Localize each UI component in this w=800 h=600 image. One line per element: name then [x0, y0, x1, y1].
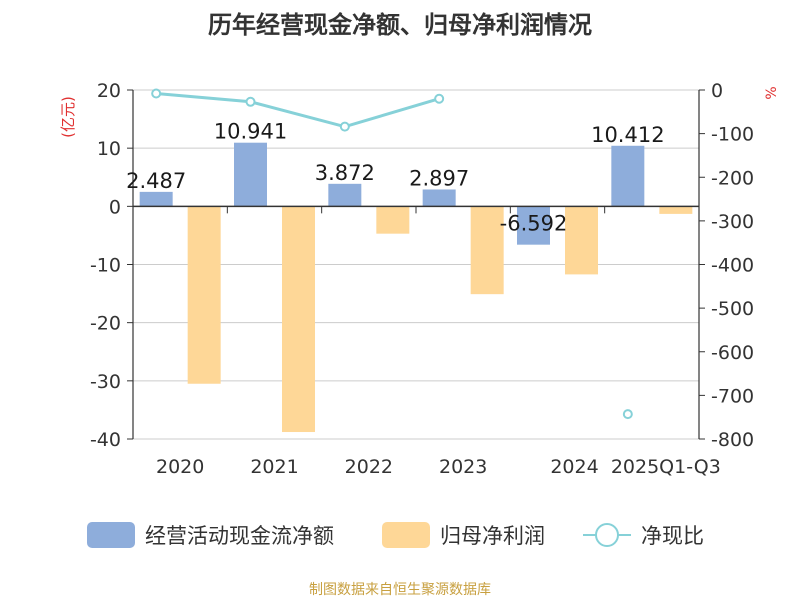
y-right-tick-label: -500: [711, 298, 754, 320]
legend-item-ratio-swatch-marker: [595, 523, 619, 547]
y-left-tick-label: -30: [90, 371, 121, 393]
legend-item-ratio[interactable]: 净现比: [583, 523, 704, 548]
data-label-cashflow: 10.941: [214, 120, 287, 144]
bar-netprofit: [659, 206, 693, 214]
y-right-tick-label: -400: [711, 255, 754, 277]
source-note: 制图数据来自恒生聚源数据库: [309, 582, 491, 598]
y-right-tick-label: -100: [711, 124, 754, 146]
y-left-tick-label: 10: [97, 138, 121, 160]
ratio-point: [339, 121, 350, 132]
bar-netprofit: [470, 206, 504, 295]
data-label-cashflow: 3.872: [315, 161, 375, 185]
x-tick-label: 2025Q1-Q3: [611, 456, 721, 478]
data-label-cashflow: 2.897: [409, 166, 469, 190]
y-right-tick-label: -700: [711, 385, 754, 407]
y-left-tick-label: -40: [90, 429, 121, 451]
grid-layer: [133, 89, 699, 440]
bar-netprofit: [565, 206, 598, 275]
data-label-cashflow: -6.592: [500, 211, 568, 235]
y-right-tick-label: -300: [711, 211, 754, 233]
legend-item-ratio-label: 净现比: [641, 524, 704, 548]
legend: 经营活动现金流净额 归母净利润 净现比: [87, 522, 704, 548]
ratio-point: [434, 93, 445, 104]
y-left-tick-label: -10: [90, 255, 121, 277]
y-right-tick-label: -200: [711, 167, 754, 189]
axes-layer: 20100-10-20-30-400-100-200-300-400-500-6…: [90, 80, 754, 478]
chart-title: 历年经营现金净额、归母净利润情况: [208, 11, 592, 39]
labels-layer: 2.487 10.941 3.872 2.897 -6.592 10.412: [126, 120, 664, 236]
ratio-line: [156, 91, 440, 129]
x-tick-label: 2024: [550, 456, 598, 478]
bar-cashflow: [422, 189, 456, 207]
legend-item-netprofit[interactable]: 归母净利润: [382, 522, 545, 548]
y-right-axis-label: %: [764, 86, 780, 99]
y-right-tick-label: -600: [711, 342, 754, 364]
y-left-axis-label: (亿元): [59, 96, 77, 138]
bars-layer: [139, 142, 693, 433]
bar-cashflow: [611, 145, 645, 207]
bar-netprofit: [376, 206, 410, 234]
legend-item-netprofit-swatch: [382, 522, 430, 548]
y-left-tick-label: 20: [97, 80, 121, 102]
data-label-cashflow: 10.412: [591, 123, 664, 147]
x-tick-label: 2023: [439, 456, 487, 478]
bar-netprofit: [282, 206, 315, 433]
ratio-point: [245, 96, 256, 107]
line-layer: [151, 88, 633, 420]
bar-cashflow: [234, 142, 267, 207]
x-tick-label: 2021: [250, 456, 298, 478]
legend-item-cashflow-swatch: [87, 522, 135, 548]
legend-item-cashflow-label: 经营活动现金流净额: [145, 524, 334, 548]
data-label-cashflow: 2.487: [126, 169, 186, 193]
y-left-tick-label: 0: [109, 196, 121, 218]
y-left-tick-label: -20: [90, 313, 121, 335]
bar-cashflow: [139, 191, 173, 207]
legend-item-cashflow[interactable]: 经营活动现金流净额: [87, 522, 334, 548]
ratio-point: [151, 88, 162, 99]
y-right-tick-label: 0: [711, 80, 723, 102]
x-tick-label: 2022: [345, 456, 393, 478]
bar-cashflow: [517, 206, 550, 245]
legend-item-netprofit-label: 归母净利润: [440, 524, 545, 548]
y-right-tick-label: -800: [711, 429, 754, 451]
bar-netprofit: [187, 206, 221, 384]
ratio-point: [622, 409, 633, 420]
bar-cashflow: [328, 183, 362, 207]
x-tick-label: 2020: [156, 456, 204, 478]
